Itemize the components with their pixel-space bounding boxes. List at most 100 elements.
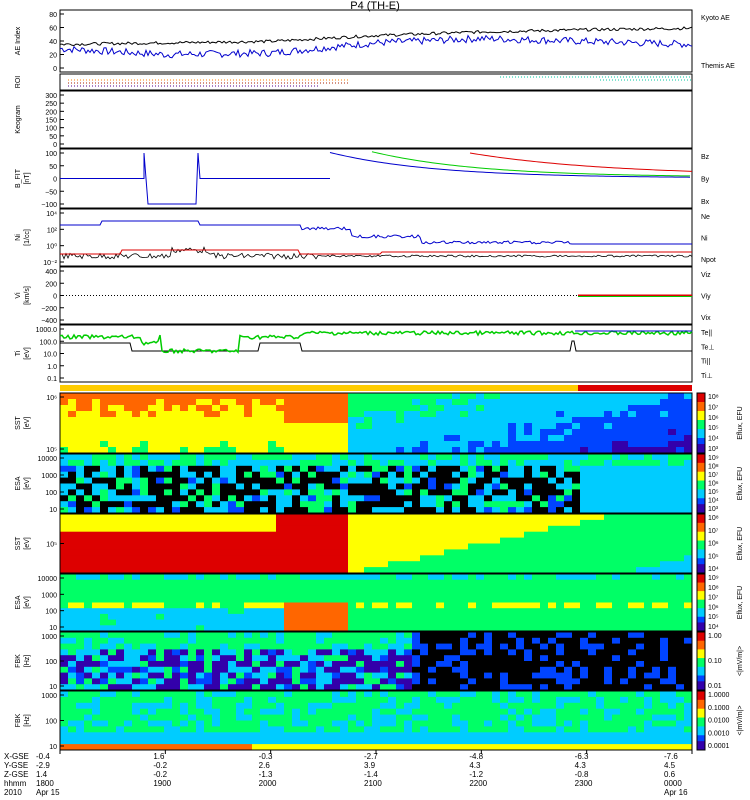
spec-cell-esa_i <box>404 454 413 461</box>
spec-cell-fbk1 <box>252 672 261 679</box>
spec-cell-fbk1 <box>388 684 397 691</box>
spec-cell-esa_i <box>588 459 597 467</box>
spec-cell-sst_e <box>460 514 469 521</box>
spec-cell-sst_i <box>596 405 605 412</box>
spec-cell-esa_e <box>420 596 429 603</box>
spec-cell-esa_e <box>620 602 629 609</box>
spec-cell-esa_e <box>572 608 581 615</box>
spec-cell-fbk1 <box>492 649 501 656</box>
spec-cell-esa_e <box>316 608 325 615</box>
spec-cell-sst_e <box>276 561 285 568</box>
spec-cell-sst_i <box>220 417 229 424</box>
spec-cell-fbk1 <box>100 684 109 691</box>
spec-cell-fbk2 <box>532 708 541 716</box>
spec-cell-fbk1 <box>140 637 149 645</box>
spec-cell-fbk2 <box>444 708 453 716</box>
spec-cell-fbk2 <box>348 738 357 745</box>
spec-cell-esa_e <box>276 613 285 621</box>
spec-cell-esa_i <box>396 465 405 473</box>
spec-cell-fbk2 <box>332 732 341 739</box>
spec-cell-fbk2 <box>316 732 325 739</box>
spec-cell-sst_i <box>284 411 293 418</box>
spec-cell-esa_e <box>348 613 357 621</box>
spec-cell-fbk2 <box>548 738 557 745</box>
colorbar-tick-sst_e: 10⁷ <box>708 528 719 535</box>
spec-cell-fbk2 <box>252 744 261 751</box>
spec-cell-sst_i <box>668 405 677 412</box>
spec-cell-esa_i <box>244 501 253 508</box>
spec-cell-fbk1 <box>612 632 621 639</box>
spec-cell-fbk2 <box>604 691 613 698</box>
ylabel-ae: AE Index <box>15 26 22 55</box>
spec-cell-sst_i <box>556 405 565 412</box>
spec-cell-esa_e <box>588 574 597 581</box>
spec-cell-sst_i <box>92 417 101 424</box>
spec-cell-fbk1 <box>596 666 605 674</box>
spec-cell-sst_e <box>76 525 85 533</box>
spec-cell-sst_e <box>380 555 389 562</box>
spec-cell-sst_i <box>292 411 301 418</box>
spec-cell-fbk1 <box>236 678 245 685</box>
spec-cell-fbk2 <box>420 744 429 751</box>
spec-cell-fbk1 <box>452 672 461 679</box>
spec-cell-esa_e <box>548 585 557 592</box>
spec-cell-esa_i <box>156 489 165 496</box>
spec-cell-sst_e <box>572 525 581 533</box>
spec-cell-esa_e <box>436 602 445 609</box>
spec-cell-esa_i <box>188 501 197 508</box>
spec-cell-fbk1 <box>300 632 309 639</box>
spec-cell-sst_i <box>540 399 549 406</box>
spec-cell-fbk1 <box>276 678 285 685</box>
spec-cell-esa_i <box>644 465 653 473</box>
spec-cell-sst_e <box>420 537 429 544</box>
spec-cell-esa_e <box>196 608 205 615</box>
spec-cell-fbk2 <box>492 691 501 698</box>
spec-cell-fbk1 <box>540 672 549 679</box>
spec-cell-fbk2 <box>428 744 437 751</box>
spec-cell-fbk2 <box>108 744 117 751</box>
spec-cell-sst_i <box>604 417 613 424</box>
spec-cell-fbk1 <box>196 672 205 679</box>
spec-cell-sst_e <box>484 555 493 562</box>
spec-cell-esa_e <box>76 625 85 632</box>
spec-cell-fbk2 <box>652 744 661 751</box>
spec-cell-fbk2 <box>428 702 437 710</box>
spec-cell-sst_i <box>68 393 77 400</box>
spec-cell-esa_e <box>316 625 325 632</box>
spec-cell-fbk1 <box>340 637 349 645</box>
spec-cell-fbk1 <box>612 678 621 685</box>
spec-cell-esa_i <box>244 465 253 473</box>
spec-cell-esa_e <box>356 608 365 615</box>
spec-cell-esa_e <box>116 591 125 598</box>
spec-cell-sst_i <box>220 405 229 412</box>
spec-cell-fbk1 <box>220 672 229 679</box>
colorbar-cell-esa_i <box>697 501 705 505</box>
spec-cell-sst_i <box>268 447 277 454</box>
spec-cell-sst_e <box>428 519 437 527</box>
spec-cell-esa_i <box>244 507 253 514</box>
spec-cell-fbk1 <box>164 637 173 645</box>
spec-cell-esa_e <box>132 602 141 609</box>
bfit-by <box>371 151 691 177</box>
spec-cell-fbk1 <box>244 655 253 662</box>
spec-cell-sst_i <box>604 423 613 430</box>
spec-cell-sst_i <box>628 399 637 406</box>
spec-cell-fbk2 <box>620 691 629 698</box>
spec-cell-sst_i <box>196 411 205 418</box>
spec-cell-esa_i <box>372 501 381 508</box>
spec-cell-esa_e <box>444 579 453 586</box>
spec-cell-sst_i <box>476 423 485 430</box>
spec-cell-fbk2 <box>404 732 413 739</box>
ytick-label-bfit: −100 <box>41 202 57 209</box>
spec-cell-sst_e <box>204 549 213 556</box>
spec-cell-esa_e <box>116 602 125 609</box>
spec-cell-fbk1 <box>356 684 365 691</box>
spec-cell-esa_i <box>548 465 557 473</box>
spec-cell-fbk1 <box>452 684 461 691</box>
spec-cell-fbk1 <box>132 632 141 639</box>
spec-cell-fbk1 <box>636 632 645 639</box>
spec-cell-sst_i <box>124 405 133 412</box>
spec-cell-fbk2 <box>76 744 85 751</box>
spec-cell-fbk2 <box>428 726 437 733</box>
spec-cell-esa_e <box>284 613 293 621</box>
